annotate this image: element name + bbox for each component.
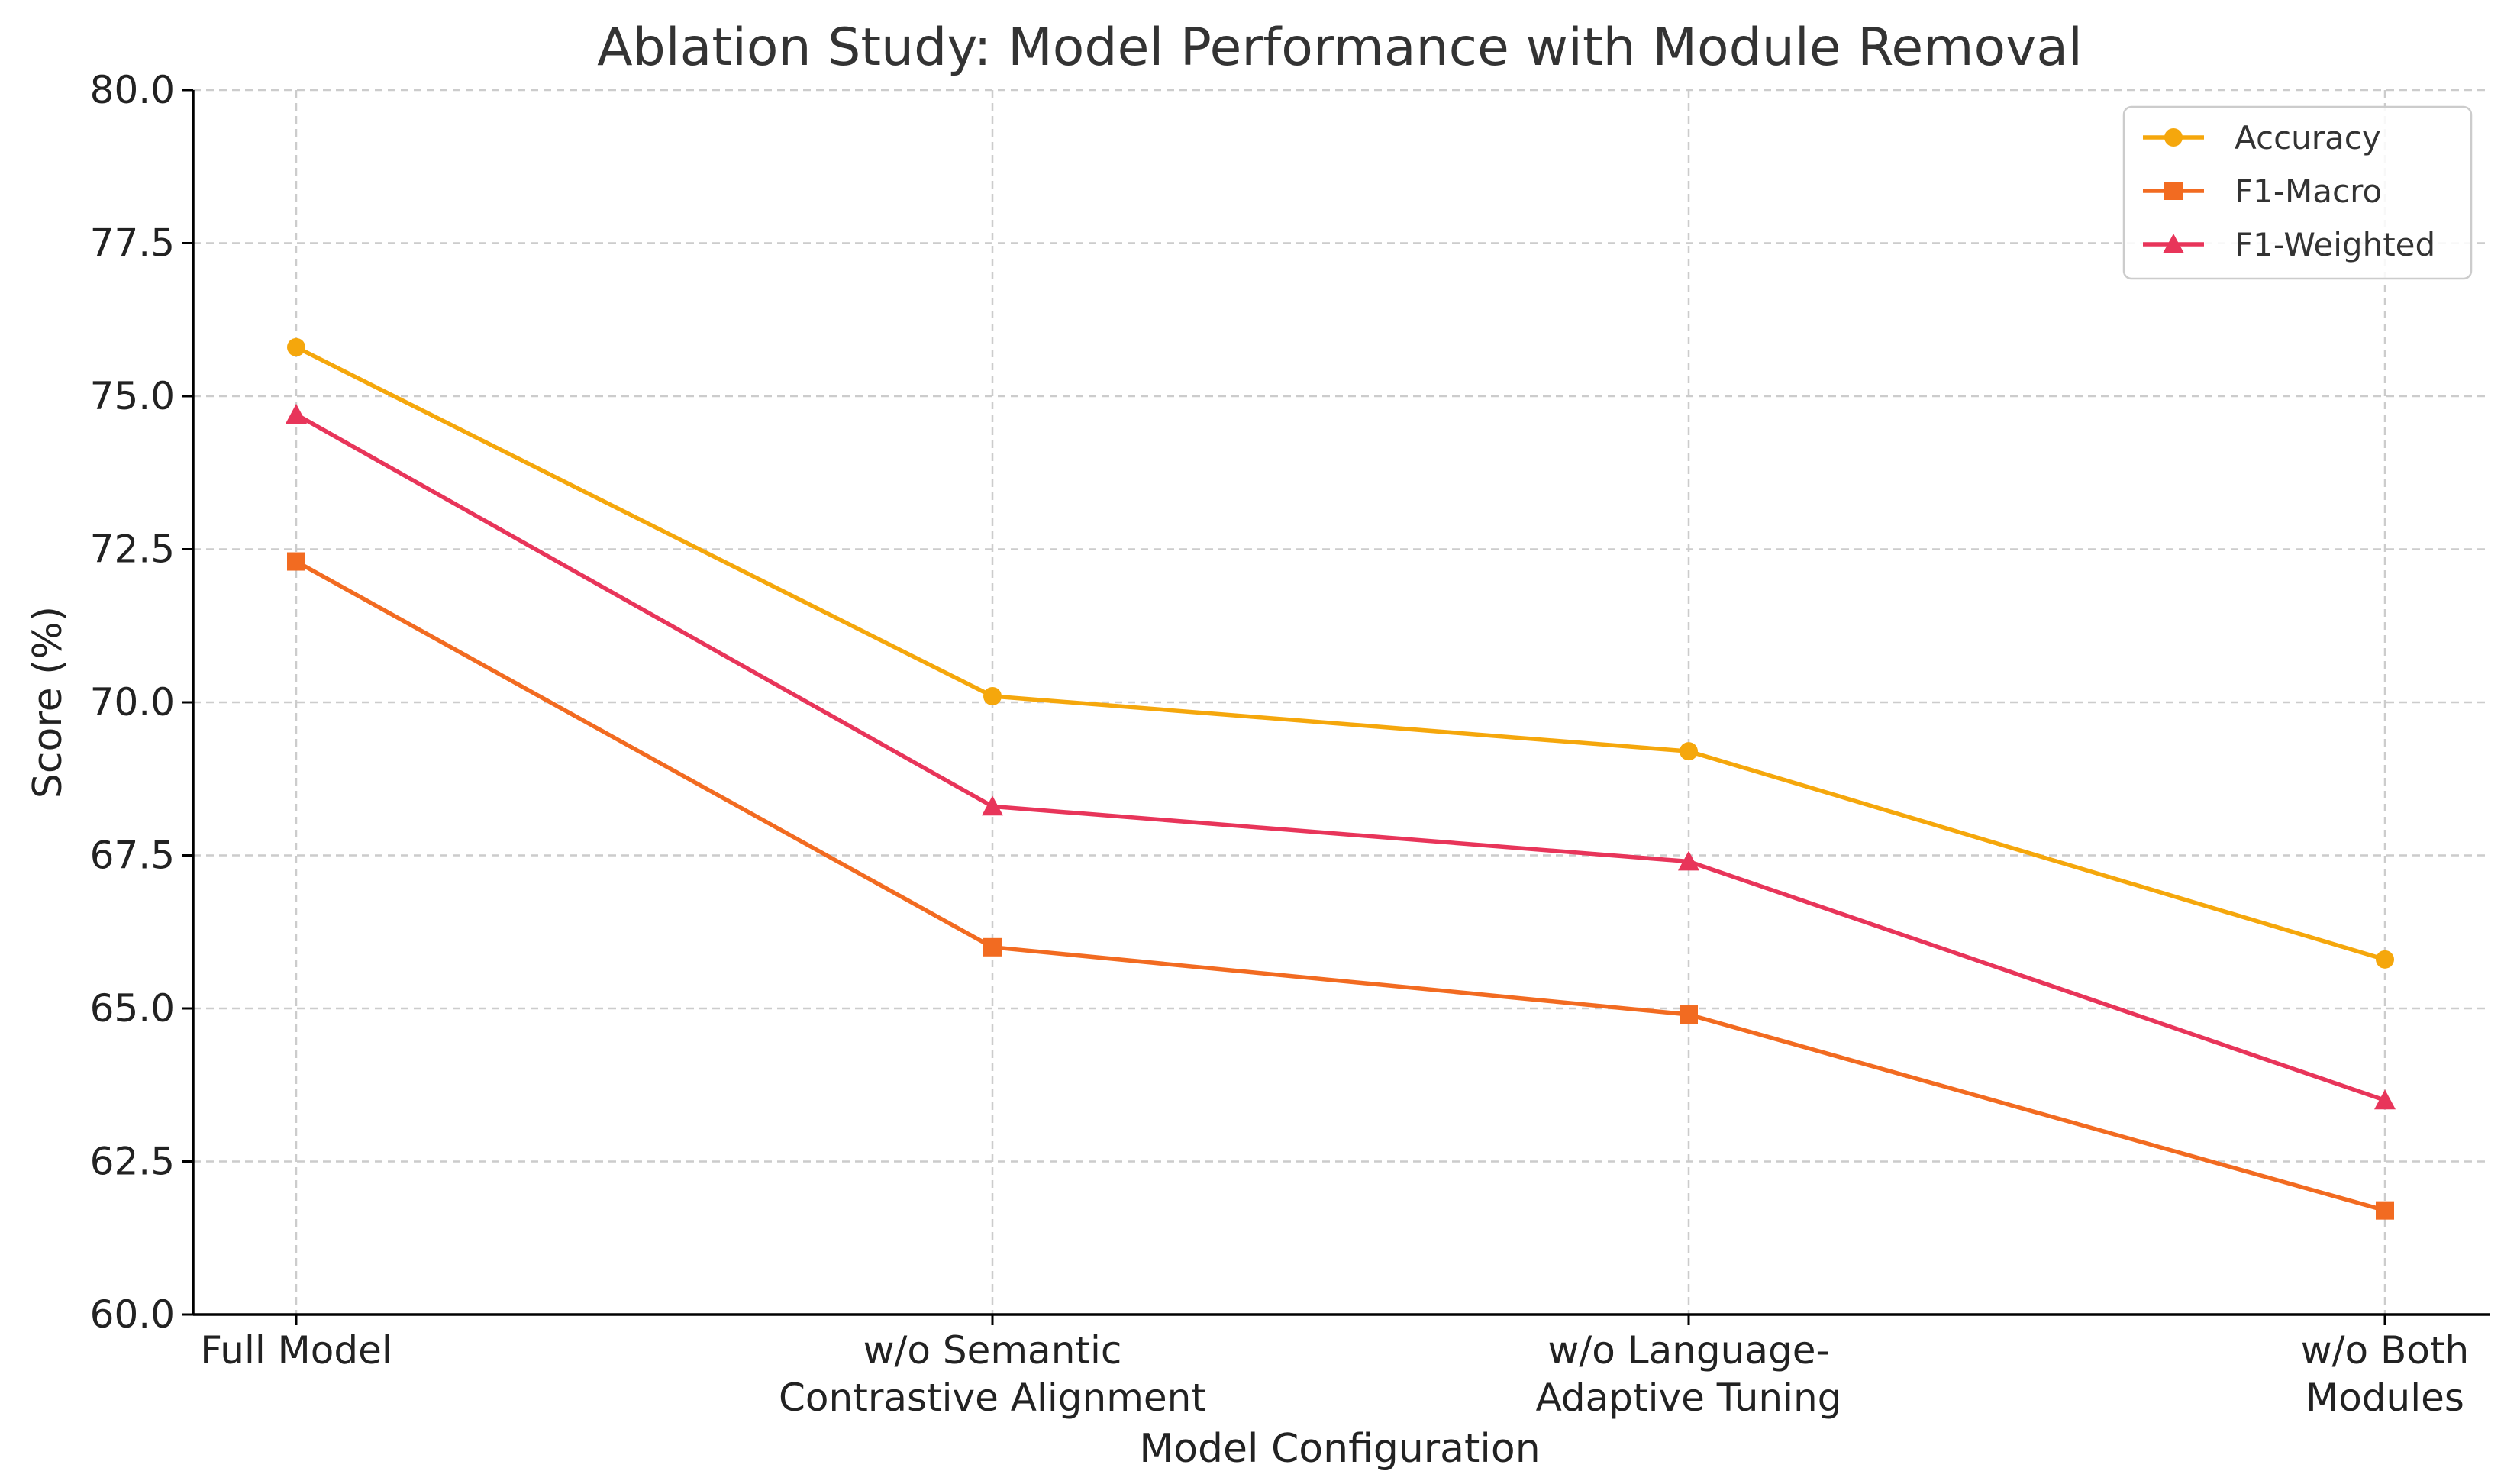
x-tick-label: w/o Both Modules bbox=[2301, 1328, 2469, 1420]
data-point bbox=[2376, 950, 2394, 969]
series-line bbox=[295, 412, 2386, 1102]
axes: 60.0 62.5 65.0 67.5 70.0 72.5 75.0 77.5 80.0 Full… bbox=[90, 68, 2490, 1420]
y-tick-label: 77.5 bbox=[90, 221, 175, 266]
y-tick-label: 67.5 bbox=[90, 834, 175, 878]
data-point bbox=[287, 552, 305, 571]
series-line bbox=[295, 345, 2386, 962]
legend-item: F1-Weighted bbox=[2143, 226, 2435, 263]
legend-marker bbox=[2164, 182, 2183, 200]
chart-title: Ablation Study: Model Performance with M… bbox=[597, 18, 2083, 78]
x-axis-label: Model Configuration bbox=[1139, 1426, 1540, 1472]
legend: Accuracy F1-Macro F1-Weighted bbox=[2122, 105, 2473, 280]
y-tick-label: 72.5 bbox=[90, 527, 175, 572]
data-point bbox=[2374, 1089, 2396, 1110]
legend-label: F1-Macro bbox=[2235, 173, 2382, 210]
series-f1-macro bbox=[287, 552, 2394, 1220]
series-layer bbox=[286, 337, 2396, 1220]
series-f1-weighted bbox=[286, 404, 2396, 1110]
x-tick-label-line: Modules bbox=[2306, 1376, 2464, 1420]
y-tick-label: 62.5 bbox=[90, 1140, 175, 1184]
x-tick-label-line: Full Model bbox=[200, 1328, 392, 1373]
y-tick-label: 65.0 bbox=[90, 986, 175, 1031]
grid-lines bbox=[193, 89, 2490, 1316]
data-point bbox=[2376, 1201, 2394, 1220]
legend-item: Accuracy bbox=[2143, 119, 2381, 156]
y-tick-label: 70.0 bbox=[90, 680, 175, 724]
data-point bbox=[983, 937, 1002, 957]
x-tick-label-line: w/o Language- bbox=[1547, 1328, 1829, 1373]
legend-marker bbox=[2163, 234, 2184, 253]
data-point bbox=[982, 795, 1003, 816]
series-accuracy bbox=[287, 337, 2394, 969]
x-tick-label: w/o Semantic Contrastive Alignment bbox=[779, 1328, 1206, 1420]
data-point bbox=[1680, 1005, 1698, 1024]
x-tick-label-line: Contrastive Alignment bbox=[779, 1376, 1206, 1420]
data-point bbox=[286, 404, 307, 424]
x-tick-label-line: w/o Semantic bbox=[863, 1328, 1122, 1373]
legend-label: Accuracy bbox=[2235, 119, 2381, 156]
data-point bbox=[1678, 850, 1699, 871]
series-line bbox=[295, 560, 2386, 1213]
data-point bbox=[983, 686, 1002, 705]
legend-item: F1-Macro bbox=[2143, 173, 2382, 210]
x-tick-label: Full Model bbox=[200, 1328, 392, 1373]
data-point bbox=[1680, 742, 1698, 761]
y-tick-label: 80.0 bbox=[90, 68, 175, 112]
data-point bbox=[287, 337, 305, 356]
legend-label: F1-Weighted bbox=[2235, 226, 2435, 263]
x-tick-label-line: w/o Both bbox=[2301, 1328, 2469, 1373]
y-tick-label: 75.0 bbox=[90, 374, 175, 418]
legend-marker bbox=[2164, 128, 2183, 147]
legend-box bbox=[2122, 105, 2473, 280]
y-tick-label: 60.0 bbox=[90, 1292, 175, 1337]
y-axis-label: Score (%) bbox=[25, 606, 71, 798]
x-tick-label-line: Adaptive Tuning bbox=[1536, 1376, 1842, 1420]
x-tick-label: w/o Language-Adaptive Tuning bbox=[1536, 1328, 1842, 1420]
